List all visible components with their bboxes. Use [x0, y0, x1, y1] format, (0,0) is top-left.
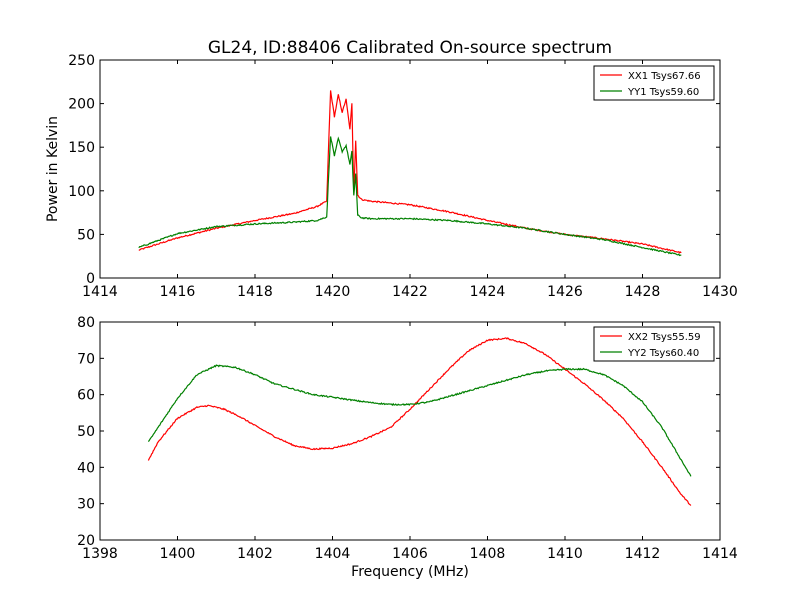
y-tick-label: 30	[77, 497, 95, 513]
x-tick-label: 1416	[160, 284, 196, 300]
y-tick-label: 50	[77, 424, 95, 440]
x-tick-label: 1420	[315, 284, 351, 300]
top-panel-xx1-yy1: 1414 1416 1418 1420 1422 1424 1426 1428 1430 0 50 1…	[45, 53, 738, 300]
x-tick-label: 1398	[82, 546, 118, 562]
x-tick-label: 1422	[392, 284, 428, 300]
x-tick-label: 1404	[315, 546, 351, 562]
x-tick-label: 1428	[625, 284, 661, 300]
series-line-yy2	[147, 364, 692, 477]
x-tick-label: 1412	[625, 546, 661, 562]
legend-entry: YY1 Tsys59.60	[627, 87, 699, 98]
y-tick-label: 50	[77, 227, 95, 243]
x-tick-label: 1400	[160, 546, 196, 562]
bottom-panel-xx2-yy2: 1398 1400 1402 1404 1406 1408 1410 1412 1414 20 30…	[77, 315, 738, 580]
x-tick-label: 1426	[547, 284, 583, 300]
x-tick-label: 1430	[702, 284, 738, 300]
x-axis-label: Frequency (MHz)	[351, 564, 469, 580]
legend-box	[593, 326, 715, 362]
y-tick-label: 40	[77, 460, 95, 476]
y-tick-label: 0	[86, 271, 95, 287]
x-tick-label: 1408	[470, 546, 506, 562]
legend-entry: XX1 Tsys67.66	[628, 71, 701, 82]
legend-box	[593, 65, 715, 101]
x-tick-label: 1414	[702, 546, 738, 562]
legend-entry: YY2 Tsys60.40	[627, 348, 699, 359]
y-tick-label: 200	[68, 97, 95, 113]
y-tick-label: 100	[68, 184, 95, 200]
y-tick-label: 20	[77, 533, 95, 549]
y-tick-label: 60	[77, 388, 95, 404]
series-line-xx2	[147, 337, 692, 506]
y-axis-label: Power in Kelvin	[45, 116, 61, 222]
legend-entry: XX2 Tsys55.59	[628, 332, 701, 343]
series-line-xx1	[138, 90, 682, 254]
y-tick-label: 70	[77, 351, 95, 367]
legend: XX2 Tsys55.59 YY2 Tsys60.40	[593, 326, 715, 362]
figure-title: GL24, ID:88406 Calibrated On-source spec…	[208, 38, 612, 58]
x-tick-label: 1424	[470, 284, 506, 300]
y-tick-label: 150	[68, 140, 95, 156]
x-tick-label: 1418	[237, 284, 273, 300]
x-tick-label: 1410	[547, 546, 583, 562]
legend: XX1 Tsys67.66 YY1 Tsys59.60	[593, 65, 715, 101]
x-tick-label: 1414	[82, 284, 118, 300]
x-tick-label: 1402	[237, 546, 273, 562]
x-tick-label: 1406	[392, 546, 428, 562]
series-line-yy1	[138, 136, 682, 257]
y-tick-label: 250	[68, 53, 95, 69]
y-tick-label: 80	[77, 315, 95, 331]
